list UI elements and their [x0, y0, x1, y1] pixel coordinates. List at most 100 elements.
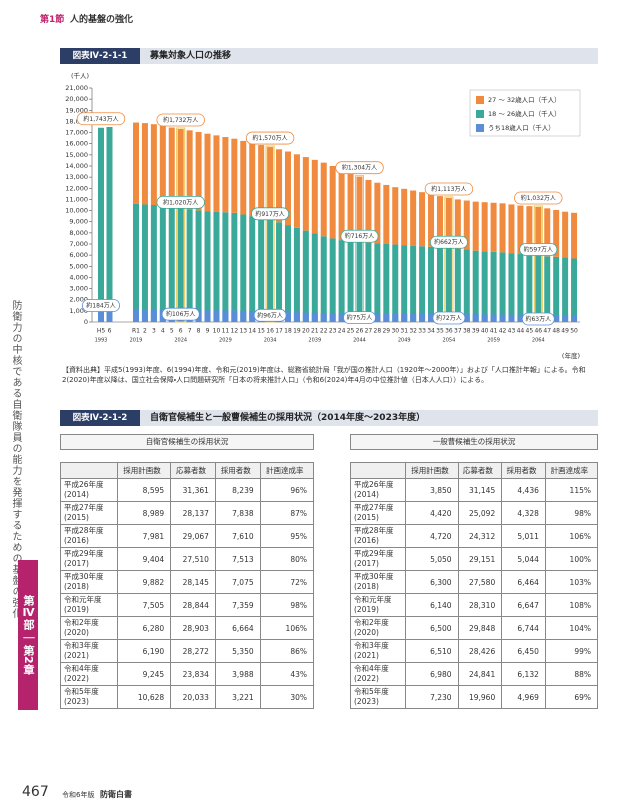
- table-cell: 10,628: [116, 685, 172, 709]
- x-tick-label: 28: [374, 328, 382, 335]
- y-tick-label: 9,000: [69, 218, 88, 226]
- table-cell: 3,221: [214, 685, 261, 709]
- x-tick-label: 23: [329, 328, 337, 335]
- table-row: 平成29年度 (2017) 9,404 27,510 7,513 80%: [60, 547, 315, 571]
- callout-bubble: [161, 307, 200, 321]
- x-tick-label: 34: [427, 328, 435, 335]
- bar-segment: [231, 138, 238, 213]
- row-year-ad: (2016): [64, 536, 89, 545]
- x-tick-label: 20: [302, 328, 310, 335]
- bar-segment: [454, 199, 461, 250]
- callout-label: 約662万人: [434, 238, 463, 246]
- callout-bubble: [519, 243, 558, 256]
- bar: [338, 313, 345, 322]
- x-year-label: 2029: [219, 338, 232, 344]
- bar-segment: [159, 125, 166, 207]
- bar-segment: [463, 200, 470, 250]
- callout-label: 約1,570万人: [253, 134, 288, 142]
- callout-bubble: [429, 235, 468, 249]
- bar-segment: [347, 241, 354, 322]
- table-cell: 5,011: [501, 524, 546, 548]
- table-cell: 3,988: [214, 662, 261, 686]
- row-header: 平成30年度 (2018): [349, 570, 407, 594]
- table-cell: 103%: [544, 570, 599, 594]
- x-tick-label: 41: [490, 328, 498, 335]
- table-cell: 28,310: [457, 593, 503, 617]
- bar-segment: [213, 135, 220, 212]
- table-cell: 115%: [544, 478, 599, 502]
- y-tick-label: 4,000: [69, 273, 88, 281]
- table-row: 令和3年度 (2021) 6,510 28,426 6,450 99%: [349, 639, 599, 663]
- bar-segment: [374, 243, 381, 322]
- bar-segment: [383, 184, 390, 244]
- bar-segment: [293, 227, 300, 322]
- x-tick-label: 49: [561, 328, 569, 335]
- x-tick-label: 6: [179, 328, 183, 335]
- bar-segment: [401, 188, 408, 246]
- table-cell: 30%: [259, 685, 315, 709]
- bar-segment: [526, 206, 533, 255]
- bar-segment: [481, 202, 488, 252]
- table-cell: 24,841: [457, 662, 503, 686]
- x-tick-label: 8: [197, 328, 201, 335]
- legend-swatch: [476, 124, 484, 132]
- table-cell: 20,033: [170, 685, 216, 709]
- bar-segment: [141, 123, 148, 205]
- bar-segment: [571, 212, 578, 259]
- row-header: 平成27年度 (2015): [349, 501, 407, 525]
- legend-label: 27 ～ 32歳人口（千人）: [488, 95, 561, 104]
- bar: [293, 312, 300, 322]
- x-tick-label: 24: [338, 328, 346, 335]
- bar: [490, 314, 497, 322]
- callout-bubble: [335, 161, 384, 175]
- row-year-ad: (2022): [64, 674, 89, 683]
- header-row: 採用計画数 応募者数 採用者数 計画達成率: [349, 462, 599, 479]
- bar-segment: [553, 210, 560, 257]
- table-cell: 29,848: [457, 616, 503, 640]
- bar: [383, 313, 390, 322]
- table-row: 平成30年度 (2018) 6,300 27,580 6,464 103%: [349, 570, 599, 594]
- row-year: 平成28年度: [354, 526, 394, 535]
- table-cell: 72%: [259, 570, 315, 594]
- x-tick-label: 6: [108, 328, 112, 335]
- column-header: 採用計画数: [405, 462, 459, 479]
- bar: [222, 310, 229, 322]
- x-tick-label: 42: [499, 328, 507, 335]
- row-year: 平成29年度: [64, 549, 104, 558]
- bar-segment: [463, 249, 470, 322]
- table-cell: 6,190: [116, 639, 172, 663]
- row-header: 令和5年度 (2023): [60, 685, 118, 709]
- bar-segment: [544, 208, 551, 257]
- table-cell: 7,838: [214, 501, 261, 525]
- bar-segment: [267, 147, 274, 220]
- table-cell: 31,361: [170, 478, 216, 502]
- column-header: 応募者数: [457, 462, 503, 479]
- table-cell: 8,239: [214, 478, 261, 502]
- x-tick-label: 32: [409, 328, 417, 335]
- callout-bubble: [245, 131, 295, 145]
- callout-label: 約1,304万人: [342, 164, 377, 172]
- callout-label: 約917万人: [255, 210, 284, 218]
- bar-segment: [535, 255, 542, 322]
- blank-cell: [60, 462, 118, 479]
- table-cell: 6,744: [501, 616, 546, 640]
- table-cell: 88%: [544, 662, 599, 686]
- table-cell: 96%: [259, 478, 315, 502]
- x-tick-label: 3: [152, 328, 156, 335]
- x-tick-label: H5: [97, 328, 106, 335]
- row-year-ad: (2020): [64, 628, 89, 637]
- table-cell: 6,464: [501, 570, 546, 594]
- x-tick-label: 25: [347, 328, 355, 335]
- x-tick-label: 12: [231, 328, 239, 335]
- y-tick-label: 16,000: [65, 140, 88, 148]
- bar-segment: [374, 182, 381, 244]
- bar-segment: [553, 256, 560, 322]
- bar-segment: [347, 172, 354, 242]
- legend-swatch: [476, 96, 484, 104]
- bar-segment: [204, 211, 211, 322]
- table-cell: 29,151: [457, 547, 503, 571]
- x-year-label: 2019: [130, 338, 143, 344]
- x-tick-label: 21: [311, 328, 319, 335]
- bar-segment: [472, 201, 479, 251]
- figure-title: 自衛官候補生と一般曹候補生の採用状況（2014年度～2023年度）: [150, 413, 426, 423]
